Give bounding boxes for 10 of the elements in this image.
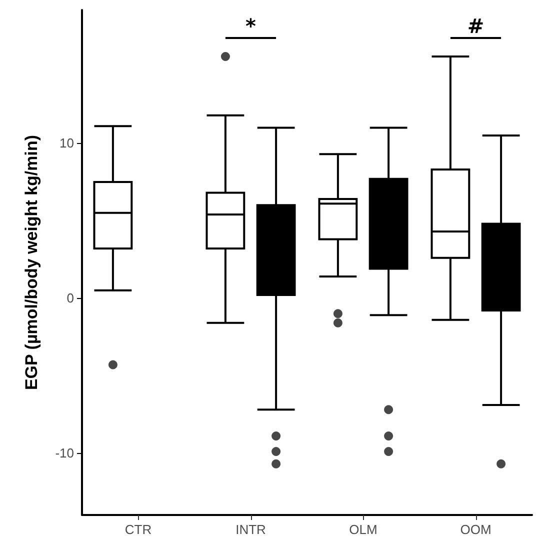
x-tick-label: INTR xyxy=(236,522,266,537)
y-tick-label: 10 xyxy=(60,136,74,151)
x-tick-label: OOM xyxy=(460,522,492,537)
annotation: * xyxy=(246,14,257,38)
y-axis-title: EGP (µmol/body weight kg/min) xyxy=(22,134,41,390)
annotation: # xyxy=(467,14,484,38)
x-tick-label: CTR xyxy=(124,522,152,537)
y-tick-label: -10 xyxy=(55,446,74,461)
x-tick-label: OLM xyxy=(349,522,378,537)
y-tick-label: 0 xyxy=(66,290,74,306)
